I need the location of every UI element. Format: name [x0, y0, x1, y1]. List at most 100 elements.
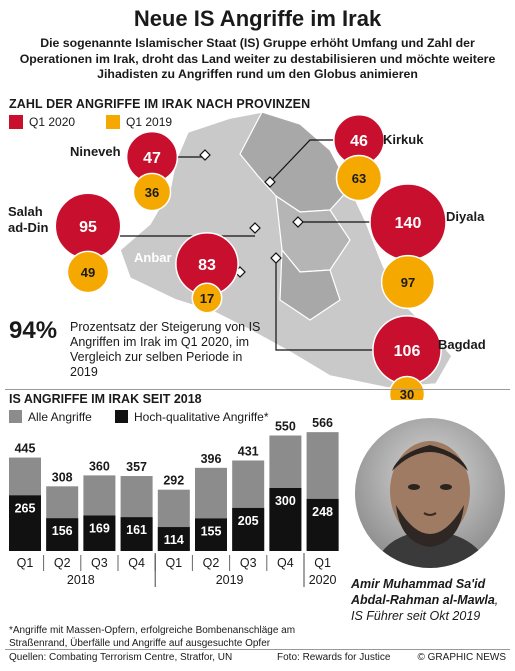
portrait-photo	[353, 416, 507, 570]
x-tick-label: Q2	[203, 556, 220, 570]
bar-high-quality	[9, 495, 41, 551]
leader-line	[269, 139, 340, 183]
province-label: Nineveh	[70, 144, 121, 159]
page-title: Neue IS Angriffe im Irak	[133, 6, 382, 31]
divider	[5, 389, 510, 390]
bar-hq-value: 114	[164, 533, 184, 547]
x-tick-label: Q1	[314, 556, 331, 570]
bar-legend-label: Alle Angriffe	[28, 410, 92, 424]
photo-caption-name: Amir Muhammad Sa'id Abdal-Rahman al-Mawl…	[351, 577, 495, 607]
x-tick-label: Q4	[128, 556, 145, 570]
province-marker	[199, 149, 211, 161]
bar-high-quality	[306, 498, 339, 551]
legend-label-q1-2019: Q1 2019	[126, 115, 173, 129]
bar-chart: Alle Angriffe Hoch-qualitative Angriffe* 4…	[9, 410, 339, 587]
bubble-q1-2020-label: 83	[198, 257, 216, 274]
footnote: *Angriffe mit Massen-Opfern, erfolgreich…	[9, 625, 296, 649]
province-label: Kirkuk	[383, 132, 424, 147]
bubble-q1-2020-label: 140	[395, 215, 422, 232]
bar-legend-swatch	[115, 410, 128, 423]
bar-section-heading: IS ANGRIFFE IM IRAK SEIT 2018	[9, 392, 202, 406]
year-label: 2019	[216, 573, 244, 587]
x-tick-label: Q2	[54, 556, 71, 570]
bar-all-value: 566	[312, 416, 333, 430]
bubble-q1-2019	[66, 250, 110, 294]
map-section-heading: ZAHL DER ANGRIFFE IM IRAK NACH PROVINZEN	[9, 97, 311, 111]
bubble-q1-2020-label: 47	[143, 150, 161, 167]
bar-hq-value: 205	[238, 514, 259, 528]
bar-hq-value: 248	[312, 505, 333, 519]
leader-line	[275, 258, 380, 351]
bubble-q1-2019	[335, 154, 383, 202]
bar-all-value: 360	[89, 459, 110, 473]
photo-caption-role: , IS Führer seit Okt 2019	[351, 593, 499, 623]
bubble-q1-2019-label: 97	[401, 275, 415, 290]
x-tick-label: Q4	[277, 556, 294, 570]
sources: Quellen: Combating Terrorism Centre, Str…	[9, 652, 233, 663]
province-label: ad-Din	[8, 220, 49, 235]
province-marker	[249, 222, 261, 234]
province-marker	[292, 216, 304, 228]
region-baghdad	[279, 248, 341, 321]
bar-hq-value: 155	[201, 524, 222, 538]
year-label: 2018	[67, 573, 95, 587]
province-label: Diyala	[446, 209, 485, 224]
x-tick-label: Q3	[240, 556, 257, 570]
bar-all-value: 445	[15, 442, 36, 456]
bubble-q1-2019-label: 17	[200, 291, 214, 306]
bar-all-value: 396	[201, 452, 222, 466]
bar-hq-value: 156	[52, 524, 73, 538]
page-subtitle: Die sogenannte Islamischer Staat (IS) Gr…	[19, 36, 496, 81]
bubble-q1-2019-label: 49	[81, 265, 95, 280]
province-marker	[264, 176, 276, 188]
footer-divider	[5, 649, 510, 650]
bar-high-quality	[46, 518, 79, 551]
bubble-q1-2020-label: 106	[394, 343, 421, 360]
x-tick-label: Q1	[17, 556, 34, 570]
bar-legend-label: Hoch-qualitative Angriffe*	[134, 410, 269, 424]
footer: Quellen: Combating Terrorism Centre, Str…	[9, 652, 506, 663]
bubble-q1-2019	[388, 375, 426, 400]
bar-all-value: 550	[275, 420, 296, 434]
province-label: Bagdad	[438, 337, 486, 352]
x-tick-label: Q1	[165, 556, 182, 570]
province-label: Anbar	[134, 250, 172, 265]
legend-label-q1-2020: Q1 2020	[29, 115, 76, 129]
bar-hq-value: 161	[126, 523, 147, 537]
copyright: © GRAPHIC NEWS	[417, 652, 507, 663]
legend-item-q1-2020: Q1 2020	[9, 115, 75, 129]
highlight-text: Prozentsatz der Steigerung von IS Angrif…	[70, 320, 261, 379]
bar-hq-value: 169	[89, 522, 110, 536]
photo-caption: Amir Muhammad Sa'id Abdal-Rahman al-Mawl…	[351, 576, 511, 624]
bar-all-value: 292	[163, 474, 184, 488]
bubble-q1-2019	[132, 172, 172, 212]
bubble-q1-2019-label: 30	[400, 387, 414, 400]
bar-high-quality	[269, 488, 302, 551]
legend-item-q1-2019: Q1 2019	[106, 115, 172, 129]
highlight-value: 94%	[9, 317, 58, 344]
bar-high-quality	[83, 515, 116, 551]
bar-hq-value: 265	[15, 501, 36, 515]
bubble-q1-2019-label: 63	[352, 171, 366, 186]
bar-high-quality	[232, 507, 265, 551]
legend-swatch-q1-2019	[106, 115, 120, 129]
legend-swatch-q1-2020	[9, 115, 23, 129]
bar-all-value: 357	[126, 460, 147, 474]
bar-high-quality	[195, 518, 227, 551]
bar-high-quality	[120, 517, 153, 551]
bubble-q1-2019	[380, 254, 436, 310]
province-label: Salah	[8, 204, 43, 219]
bar-hq-value: 300	[275, 494, 296, 508]
bubble-q1-2019	[191, 282, 223, 314]
bar-legend-swatch	[9, 410, 22, 423]
photo-credit: Foto: Rewards for Justice	[277, 652, 391, 663]
bar-all-value: 308	[52, 470, 73, 484]
bar-high-quality	[157, 527, 190, 551]
year-label: 2020	[309, 573, 337, 587]
bar-all-value: 431	[238, 444, 259, 458]
bubble-q1-2019-label: 36	[145, 185, 159, 200]
province-marker	[270, 252, 282, 264]
x-tick-label: Q3	[91, 556, 108, 570]
bubble-q1-2020-label: 95	[79, 219, 97, 236]
